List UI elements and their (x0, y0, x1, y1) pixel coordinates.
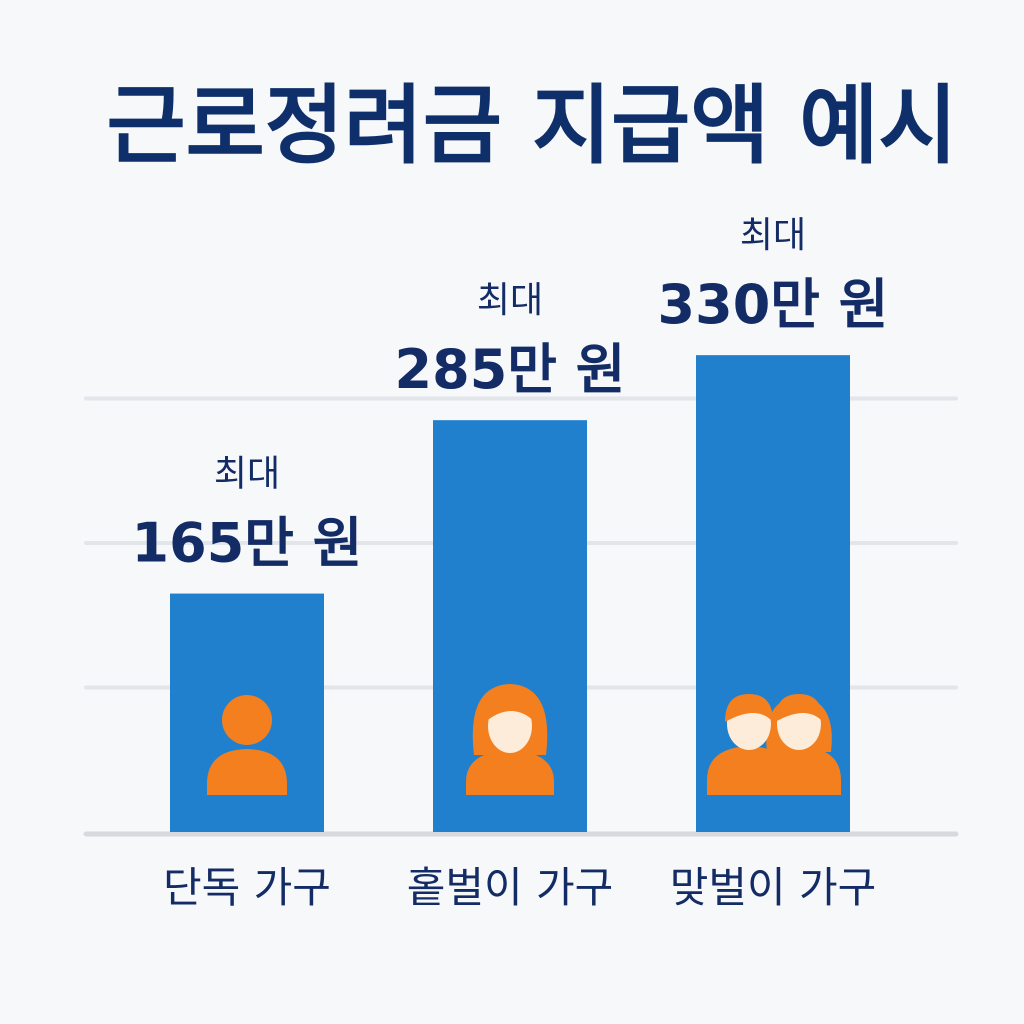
data-label-prefix: 최대 (214, 454, 280, 495)
data-label-prefix: 최대 (740, 215, 806, 256)
single-person-icon (207, 695, 287, 795)
category-label: 홑벌이 가구 (407, 863, 614, 912)
data-label-value: 330만 원 (658, 273, 889, 336)
category-label: 맞벌이 가구 (670, 863, 877, 912)
chart-title: 근로정려금 지급액 예시 (106, 76, 957, 176)
data-label-value: 165만 원 (132, 512, 363, 575)
household-icons (207, 684, 841, 795)
woman-icon (466, 684, 554, 795)
data-label-prefix: 최대 (477, 280, 543, 321)
category-labels: 단독 가구 홑벌이 가구 맞벌이 가구 (163, 863, 876, 912)
data-label-value: 285만 원 (395, 338, 626, 401)
category-label: 단독 가구 (163, 863, 331, 912)
couple-icon (707, 694, 841, 795)
